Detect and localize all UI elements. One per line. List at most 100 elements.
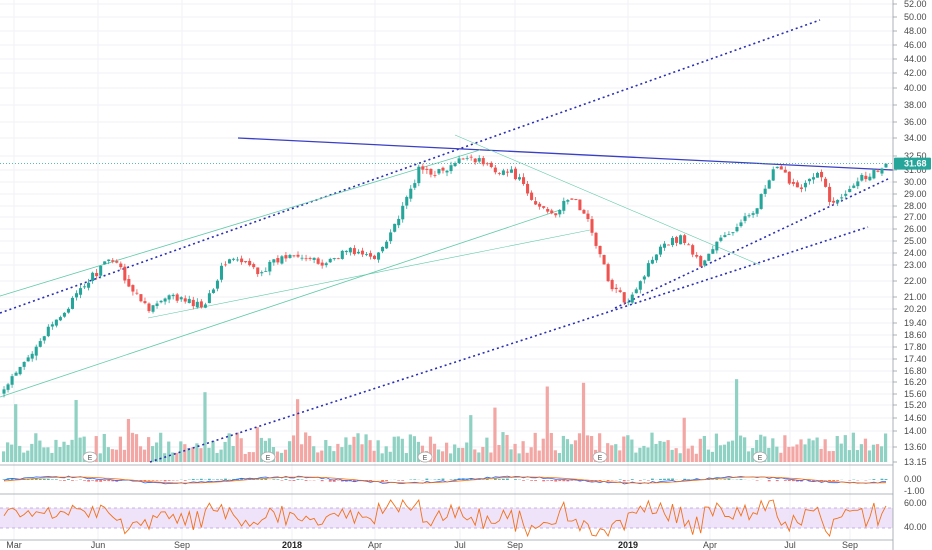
fan-line-down[interactable] <box>454 134 761 266</box>
rising-support-line[interactable] <box>614 177 891 309</box>
volume-bar <box>722 444 727 462</box>
volume-bar <box>859 444 864 462</box>
price-tick-label: 19.40 <box>904 318 927 328</box>
price-tick-label: 15.60 <box>904 389 927 399</box>
volume-bar <box>46 447 50 462</box>
macd-histogram-bar <box>534 480 538 481</box>
candle-body <box>324 263 328 266</box>
candle-body <box>546 208 550 212</box>
fan-line-lower[interactable] <box>0 209 561 398</box>
candlesticks <box>2 154 888 398</box>
price-tick-label: 20.20 <box>904 304 927 314</box>
candle-body <box>368 253 373 257</box>
volume-bar <box>436 449 441 462</box>
earnings-marker[interactable] <box>260 451 276 463</box>
earnings-marker-label: E <box>266 455 271 462</box>
volume-bar <box>501 432 505 462</box>
candle-body <box>723 235 727 238</box>
candle-body <box>538 203 542 207</box>
macd-histogram-bar <box>848 480 852 481</box>
price-tick-label: 38.00 <box>904 100 927 110</box>
volume-bar <box>666 440 670 462</box>
volume-bar <box>674 448 678 462</box>
volume-bar <box>646 447 650 462</box>
fan-line-mid[interactable] <box>147 229 591 319</box>
current-price-badge[interactable] <box>894 157 931 170</box>
candle-body <box>594 232 598 246</box>
macd-histogram-bar <box>671 478 674 480</box>
volume-bar <box>569 444 574 462</box>
candle-body <box>469 156 473 158</box>
time-tick-label: Sep <box>174 540 190 550</box>
volume-bar <box>243 453 247 462</box>
volume-bar <box>847 450 851 462</box>
volume-bar <box>767 447 771 462</box>
candle-body <box>783 169 787 173</box>
volume-bar <box>457 447 461 462</box>
candle-body <box>147 303 151 312</box>
candle-body <box>505 171 509 173</box>
macd-histogram-bar <box>292 480 296 481</box>
candle-body <box>820 171 824 178</box>
candle-body <box>542 206 546 208</box>
earnings-marker[interactable] <box>417 451 433 463</box>
volume-bar <box>799 439 803 462</box>
trend-lines[interactable] <box>0 19 894 463</box>
lower-channel-line[interactable] <box>149 226 869 463</box>
volume-bar <box>2 451 6 462</box>
macd-histogram-bar <box>739 479 743 480</box>
volume-bar <box>195 443 199 462</box>
candle-body <box>195 301 199 308</box>
volume-bar <box>517 453 521 462</box>
time-axis[interactable]: Mar Jun Sep 2018 Apr Jul Sep 2019 Apr Jul Sep <box>6 540 858 550</box>
volume-bar <box>348 444 352 462</box>
price-tick-label: 26.00 <box>904 224 927 234</box>
price-axis[interactable]: 52.00 50.00 48.00 46.00 44.00 42.00 40.00 38.00… <box>893 0 932 550</box>
macd-histogram-bar <box>667 478 670 480</box>
candle-body <box>54 319 58 326</box>
volume-bar <box>134 434 139 462</box>
volume-bar <box>614 444 618 462</box>
macd-histogram-bar <box>171 480 175 481</box>
volume-bar <box>223 441 227 462</box>
volume-bar <box>710 451 715 462</box>
price-tick-label: 18.60 <box>904 330 927 340</box>
volume-bar <box>82 436 86 462</box>
candle-body <box>62 312 66 317</box>
rsi-tick-label: 60.00 <box>904 498 927 508</box>
macd-histogram-bar <box>787 480 791 481</box>
volume-bar <box>779 452 783 462</box>
volume-bar <box>489 452 493 462</box>
earnings-marker[interactable] <box>592 451 608 463</box>
earnings-marker[interactable] <box>752 451 768 463</box>
macd-histogram-bar <box>151 480 155 481</box>
resistance-line[interactable] <box>237 137 894 171</box>
earnings-marker[interactable] <box>82 451 98 463</box>
volume-bar <box>227 433 231 462</box>
macd-histogram-bar <box>46 478 50 480</box>
candle-body <box>844 193 848 196</box>
volume-bar <box>445 442 449 462</box>
upper-channel-line[interactable] <box>0 19 821 314</box>
candle-body <box>22 361 26 367</box>
time-tick-label: Apr <box>368 540 382 550</box>
volume-bar <box>485 437 489 462</box>
volume-bars <box>2 379 888 462</box>
volume-bar <box>316 452 320 462</box>
candle-body <box>598 245 602 255</box>
volume-bar <box>368 440 372 462</box>
candle-body <box>260 272 264 274</box>
fan-line-upper[interactable] <box>0 149 481 297</box>
volume-bar <box>428 436 433 462</box>
candle-body <box>860 174 864 181</box>
macd-histogram-bar <box>413 479 417 480</box>
macd-histogram-bar <box>352 480 356 482</box>
candle-body <box>461 158 465 160</box>
macd-pane <box>2 475 888 485</box>
candle-body <box>868 176 872 181</box>
volume-bar <box>122 449 127 462</box>
volume-bar <box>875 444 880 462</box>
candle-body <box>284 255 288 259</box>
